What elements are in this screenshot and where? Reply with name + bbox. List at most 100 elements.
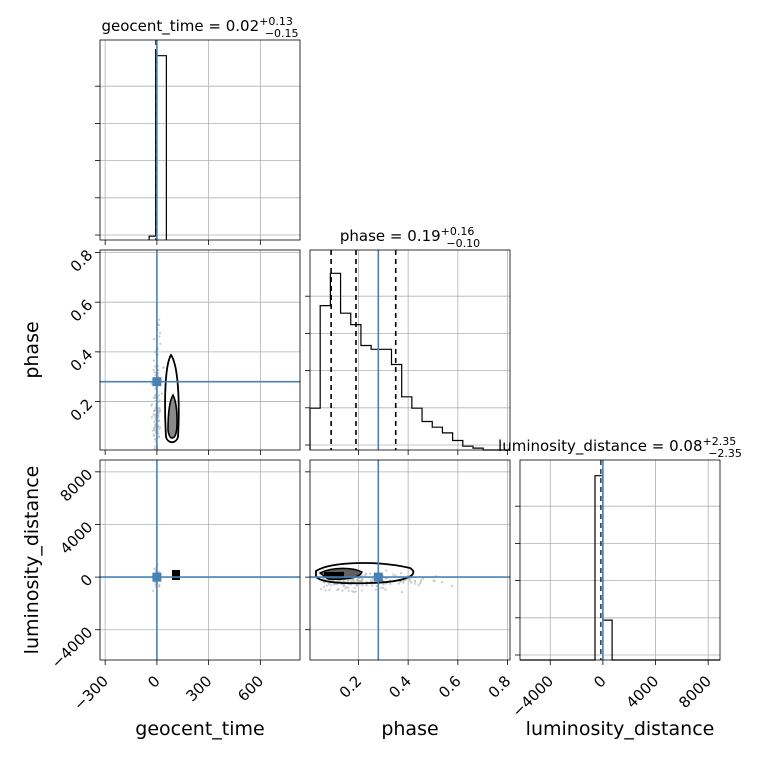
scatter-point — [152, 368, 155, 372]
scatter-point — [400, 590, 404, 594]
scatter-point — [150, 416, 153, 419]
x-tick-label: −4000 — [508, 672, 557, 721]
scatter-point — [150, 382, 153, 385]
x-tick-label: 0.8 — [485, 672, 515, 702]
scatter-point — [440, 581, 444, 584]
y-tick-label: −4000 — [48, 623, 97, 672]
scatter-point — [158, 318, 161, 321]
y-tick-label: 0.8 — [67, 246, 97, 276]
scatter-point — [161, 366, 165, 369]
scatter-point — [152, 396, 155, 399]
scatter-point — [375, 584, 378, 588]
scatter-point — [351, 578, 354, 581]
scatter-point — [151, 429, 154, 432]
scatter-point — [422, 577, 425, 580]
title-main: luminosity_distance = 0.08 — [498, 437, 702, 456]
panel-1-0-frame — [99, 249, 301, 451]
scatter-point — [361, 584, 364, 587]
grid-layer — [100, 40, 720, 660]
hist-geocent-time — [148, 49, 167, 240]
title-minus: −0.15 — [265, 27, 299, 40]
truth-marker — [373, 572, 383, 582]
scatter-point — [153, 420, 156, 424]
scatter-point — [346, 579, 349, 582]
scatter-point — [157, 570, 161, 574]
scatter-point — [158, 399, 161, 402]
y-tick-label: 4000 — [57, 518, 97, 558]
x-tick-label: 600 — [234, 672, 267, 705]
scatter-point — [158, 585, 161, 588]
x-axis-label: phase — [381, 718, 438, 740]
x-tick-label: 300 — [182, 672, 215, 705]
scatter-point — [417, 584, 420, 587]
scatter-point — [360, 577, 364, 580]
panel-0-0-frame — [99, 39, 301, 241]
scatter-point — [380, 586, 383, 589]
panel-2-2-frame — [519, 459, 721, 661]
scatter-point — [154, 445, 157, 448]
scatter-point — [361, 589, 364, 592]
truth-layer — [100, 40, 604, 660]
x-tick-label: 0 — [590, 672, 609, 691]
y-axis-label: phase — [21, 321, 43, 378]
scatter-point — [399, 571, 403, 575]
panel-title-luminosity_distance: luminosity_distance = 0.08+2.35 −2.35 — [498, 435, 742, 460]
scatter-point — [325, 584, 328, 587]
scatter-point — [152, 359, 155, 362]
scatter-point — [394, 574, 397, 577]
scatter-point — [347, 586, 350, 589]
scatter-point — [157, 419, 160, 422]
scatter-point — [355, 579, 358, 582]
scatter-point — [154, 373, 157, 377]
scatter-point — [153, 371, 156, 374]
scatter-point — [413, 580, 417, 583]
title-minus: −0.10 — [446, 237, 480, 250]
scatter-point — [418, 582, 422, 585]
panel-2-0-frame — [99, 459, 301, 661]
density-block — [172, 570, 180, 580]
marks-layer — [148, 40, 720, 661]
scatter-point — [158, 407, 161, 410]
x-axis-label: geocent_time — [135, 718, 264, 740]
scatter-point — [389, 582, 392, 585]
title-main: phase = 0.19 — [340, 227, 441, 245]
scatter-point — [337, 588, 340, 591]
scatter-point — [354, 590, 357, 593]
scatter-point — [341, 589, 344, 592]
scatter-point — [351, 590, 354, 593]
scatter-point — [327, 582, 330, 586]
panel-2-1-frame — [309, 459, 511, 661]
scatter-point — [382, 583, 385, 586]
title-plus: +0.16 — [441, 225, 475, 238]
scatter-point — [365, 572, 368, 575]
scatter-point — [158, 394, 161, 397]
scatter-point — [157, 372, 160, 375]
scatter-point — [153, 447, 156, 450]
scatter-point — [360, 579, 364, 582]
scatter-point — [402, 581, 405, 584]
frame-layer — [95, 39, 721, 665]
scatter-point — [158, 428, 161, 431]
scatter-point — [433, 579, 436, 583]
scatter-point — [157, 435, 160, 438]
truth-marker — [152, 572, 162, 582]
scatter-point — [150, 403, 154, 406]
x-tick-label: 0 — [144, 672, 163, 691]
x-tick-label: 0.4 — [385, 672, 415, 702]
scatter-point — [157, 401, 160, 404]
scatter-point — [420, 579, 423, 582]
title-plus: +0.13 — [259, 15, 293, 28]
y-tick-label: 0.4 — [67, 345, 97, 375]
scatter-point — [323, 581, 326, 584]
scatter-point — [397, 582, 400, 585]
x-tick-label: 0.2 — [336, 672, 366, 702]
y-tick-label: 0.2 — [67, 395, 97, 425]
scatter-point — [160, 392, 164, 395]
title-minus: −2.35 — [708, 447, 742, 460]
truth-marker — [152, 377, 162, 387]
x-tick-label: 4000 — [623, 672, 663, 712]
scatter-point — [320, 587, 323, 591]
scatter-point — [402, 579, 405, 583]
density-block — [324, 572, 344, 578]
scatter-point — [158, 335, 161, 338]
